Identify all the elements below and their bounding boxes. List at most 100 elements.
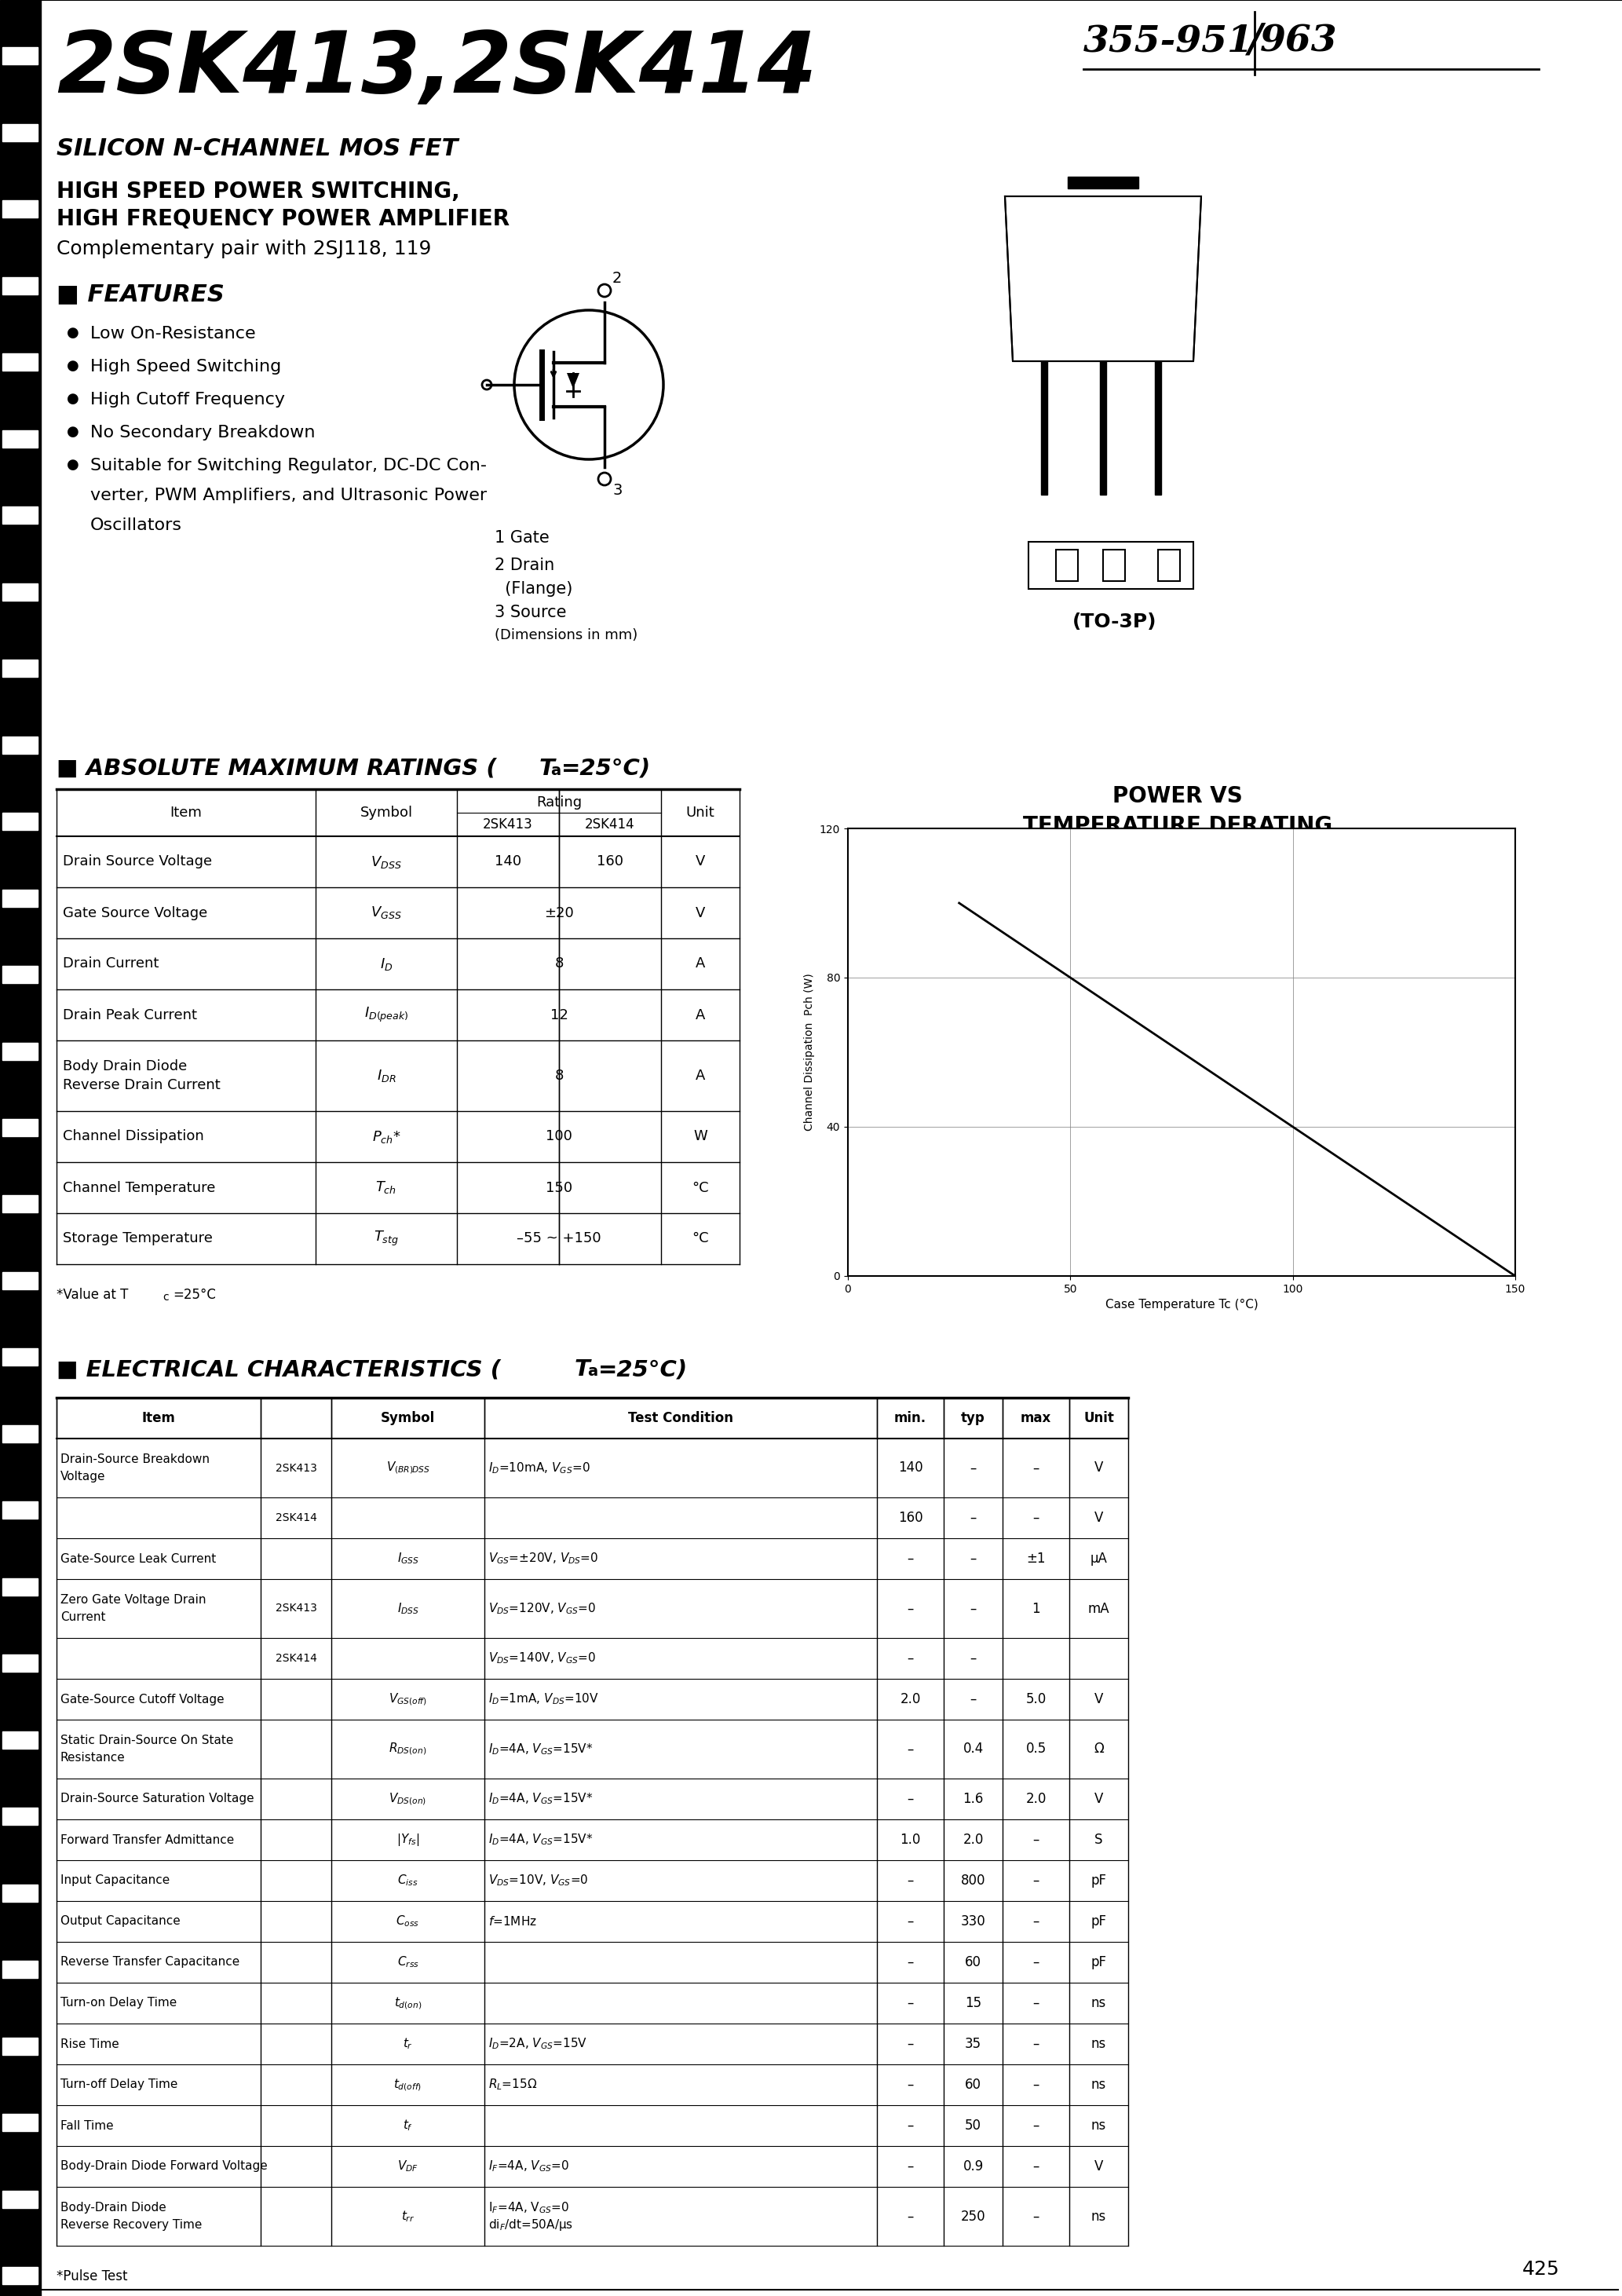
Text: ●: ● — [67, 326, 79, 340]
Text: –: – — [970, 1460, 976, 1474]
Text: $P_{ch}$*: $P_{ch}$* — [371, 1130, 401, 1143]
Text: (TO-3P): (TO-3P) — [1072, 613, 1156, 631]
Text: –: – — [1033, 1915, 1040, 1929]
Bar — [1067, 177, 1139, 188]
Text: a: a — [550, 762, 561, 778]
Text: 2SK413: 2SK413 — [276, 1463, 316, 1474]
Text: W: W — [693, 1130, 707, 1143]
Text: ±20: ±20 — [543, 905, 574, 921]
Text: Drain Peak Current: Drain Peak Current — [63, 1008, 196, 1022]
Text: Zero Gate Voltage Drain: Zero Gate Voltage Drain — [60, 1593, 206, 1605]
Text: Storage Temperature: Storage Temperature — [63, 1231, 212, 1247]
Text: Fall Time: Fall Time — [60, 2119, 114, 2131]
Bar — [2, 354, 37, 372]
Bar — [2, 813, 37, 831]
Text: $|Y_{fs}|$: $|Y_{fs}|$ — [396, 1832, 420, 1848]
Text: $V_{DS(on)}$: $V_{DS(on)}$ — [389, 1791, 427, 1807]
Text: $T_{ch}$: $T_{ch}$ — [376, 1180, 397, 1196]
Text: V: V — [1095, 2158, 1103, 2174]
Y-axis label: Channel Dissipation  Pch (W): Channel Dissipation Pch (W) — [805, 974, 816, 1132]
Text: V: V — [696, 854, 706, 868]
Text: T: T — [574, 1359, 590, 1380]
Text: $t_f$: $t_f$ — [402, 2119, 414, 2133]
Bar — [1100, 360, 1106, 494]
Text: –: – — [970, 1603, 976, 1616]
Text: max: max — [1020, 1412, 1051, 1426]
Text: $V_{GS(off)}$: $V_{GS(off)}$ — [389, 1692, 427, 1706]
Text: $I_D$: $I_D$ — [380, 955, 393, 971]
Text: ns: ns — [1092, 2037, 1106, 2050]
Text: pF: pF — [1092, 1915, 1106, 1929]
Text: ns: ns — [1092, 2119, 1106, 2133]
Text: Symbol: Symbol — [360, 806, 412, 820]
Text: $I_F$=4A, $V_{GS}$=0: $I_F$=4A, $V_{GS}$=0 — [488, 2158, 569, 2174]
Text: I$_F$=4A, V$_{GS}$=0: I$_F$=4A, V$_{GS}$=0 — [488, 2200, 569, 2216]
Bar — [2, 429, 37, 448]
Bar — [2, 1731, 37, 1750]
Text: 60: 60 — [965, 1956, 981, 1970]
Text: $t_{d(on)}$: $t_{d(on)}$ — [394, 1995, 422, 2011]
Bar — [2, 2266, 37, 2285]
Text: Channel Temperature: Channel Temperature — [63, 1180, 216, 1194]
Text: $I_D$=2A, $V_{GS}$=15V: $I_D$=2A, $V_{GS}$=15V — [488, 2037, 587, 2050]
Text: Reverse Drain Current: Reverse Drain Current — [63, 1079, 221, 1093]
Text: POWER VS: POWER VS — [1113, 785, 1242, 808]
Text: –: – — [1033, 2037, 1040, 2050]
Text: Body-Drain Diode: Body-Drain Diode — [60, 2202, 165, 2213]
Text: c: c — [162, 1293, 169, 1302]
Text: 140: 140 — [899, 1460, 923, 1474]
Text: (Flange): (Flange) — [495, 581, 573, 597]
Text: Input Capacitance: Input Capacitance — [60, 1876, 170, 1887]
Text: 2SK414: 2SK414 — [586, 817, 634, 831]
Text: $T_{stg}$: $T_{stg}$ — [373, 1231, 399, 1247]
Text: $I_{D(peak)}$: $I_{D(peak)}$ — [363, 1006, 409, 1024]
Text: Output Capacitance: Output Capacitance — [60, 1915, 180, 1926]
Text: 2SK414: 2SK414 — [276, 1513, 316, 1522]
Text: 35: 35 — [965, 2037, 981, 2050]
Text: –: – — [907, 2119, 913, 2133]
Text: 160: 160 — [899, 1511, 923, 1525]
Text: –: – — [1033, 1460, 1040, 1474]
Text: $V_{(BR)DSS}$: $V_{(BR)DSS}$ — [386, 1460, 430, 1476]
Bar — [2, 1961, 37, 1979]
Text: Body-Drain Diode Forward Voltage: Body-Drain Diode Forward Voltage — [60, 2161, 268, 2172]
Text: Symbol: Symbol — [381, 1412, 435, 1426]
Bar — [2, 967, 37, 983]
Text: 2.0: 2.0 — [1025, 1791, 1046, 1807]
Text: –: – — [907, 1995, 913, 2011]
Text: $C_{iss}$: $C_{iss}$ — [397, 1874, 418, 1887]
Text: V: V — [1095, 1511, 1103, 1525]
Text: $V_{DS}$=120V, $V_{GS}$=0: $V_{DS}$=120V, $V_{GS}$=0 — [488, 1600, 595, 1616]
Bar — [2, 278, 37, 294]
Text: =25°C): =25°C) — [599, 1359, 688, 1380]
Text: Rise Time: Rise Time — [60, 2039, 118, 2050]
Text: *Value at T: *Value at T — [57, 1288, 128, 1302]
Text: Gate-Source Leak Current: Gate-Source Leak Current — [60, 1552, 216, 1564]
X-axis label: Case Temperature Tc (°C): Case Temperature Tc (°C) — [1105, 1300, 1259, 1311]
Bar — [2, 2037, 37, 2055]
Text: 2SK414: 2SK414 — [276, 1653, 316, 1665]
Text: Forward Transfer Admittance: Forward Transfer Admittance — [60, 1835, 234, 1846]
Text: Item: Item — [170, 806, 203, 820]
Text: TEMPERATURE DERATING: TEMPERATURE DERATING — [1023, 815, 1332, 838]
Text: –: – — [1033, 2209, 1040, 2223]
Text: 3: 3 — [613, 482, 623, 498]
Text: $I_D$=1mA, $V_{DS}$=10V: $I_D$=1mA, $V_{DS}$=10V — [488, 1692, 599, 1706]
Text: A: A — [696, 957, 706, 971]
Bar — [2, 1196, 37, 1212]
Text: $I_D$=4A, $V_{GS}$=15V*: $I_D$=4A, $V_{GS}$=15V* — [488, 1791, 594, 1807]
Text: 1.0: 1.0 — [900, 1832, 921, 1846]
Bar — [2, 1502, 37, 1520]
Text: –: – — [1033, 1874, 1040, 1887]
Bar — [2, 1577, 37, 1596]
Text: Unit: Unit — [1083, 1412, 1114, 1426]
Text: –: – — [907, 1874, 913, 1887]
Text: $I_D$=10mA, $V_{GS}$=0: $I_D$=10mA, $V_{GS}$=0 — [488, 1460, 590, 1476]
Text: (Dimensions in mm): (Dimensions in mm) — [495, 629, 637, 643]
Text: ns: ns — [1092, 2209, 1106, 2223]
Text: 425: 425 — [1521, 2259, 1559, 2278]
Bar — [2, 2190, 37, 2209]
Text: –: – — [1033, 2078, 1040, 2092]
Bar — [1158, 549, 1179, 581]
Text: 1 Gate: 1 Gate — [495, 530, 550, 546]
